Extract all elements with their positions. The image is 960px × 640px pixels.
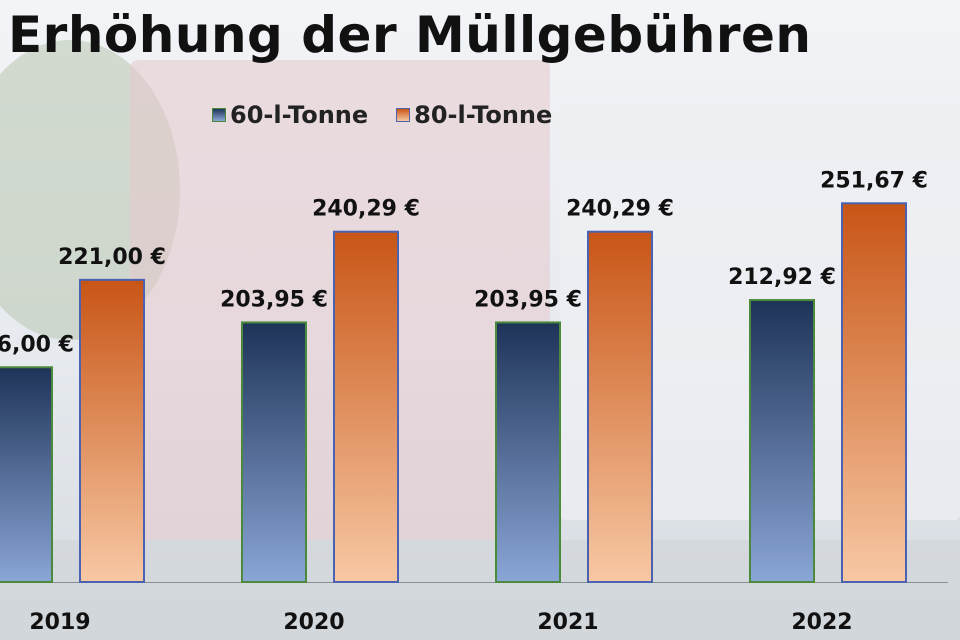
bar-80l-2022 — [841, 202, 907, 583]
bar-60l-2020 — [241, 321, 307, 583]
chart-legend: 60-l-Tonne 80-l-Tonne — [212, 100, 552, 130]
x-tick-label-2019: 2019 — [29, 610, 90, 635]
data-label-80l-2020: 240,29 € — [312, 197, 420, 222]
x-tick-label-2021: 2021 — [537, 610, 598, 635]
x-tick-label-2020: 2020 — [283, 610, 344, 635]
bar-60l-2021 — [495, 321, 561, 583]
bar-80l-2019 — [79, 278, 145, 583]
data-label-60l-2019: 186,00 € — [0, 332, 74, 357]
data-label-80l-2022: 251,67 € — [820, 168, 928, 193]
data-label-80l-2021: 240,29 € — [566, 197, 674, 222]
legend-item-80l: 80-l-Tonne — [396, 101, 552, 129]
x-tick-label-2022: 2022 — [791, 610, 852, 635]
data-label-80l-2019: 221,00 € — [58, 245, 166, 270]
legend-item-60l: 60-l-Tonne — [212, 101, 368, 129]
bar-60l-2022 — [749, 299, 815, 583]
bar-80l-2020 — [333, 230, 399, 583]
data-label-60l-2020: 203,95 € — [220, 287, 328, 312]
bar-60l-2019 — [0, 366, 53, 584]
data-label-60l-2021: 203,95 € — [474, 287, 582, 312]
bar-80l-2021 — [587, 230, 653, 583]
data-label-60l-2022: 212,92 € — [728, 265, 836, 290]
legend-swatch-80l — [396, 108, 411, 122]
legend-swatch-60l — [212, 108, 226, 122]
legend-label-60l: 60-l-Tonne — [230, 101, 369, 129]
legend-label-80l: 80-l-Tonne — [414, 101, 553, 129]
chart-title: Erhöhung der Müllgebühren — [8, 6, 812, 64]
